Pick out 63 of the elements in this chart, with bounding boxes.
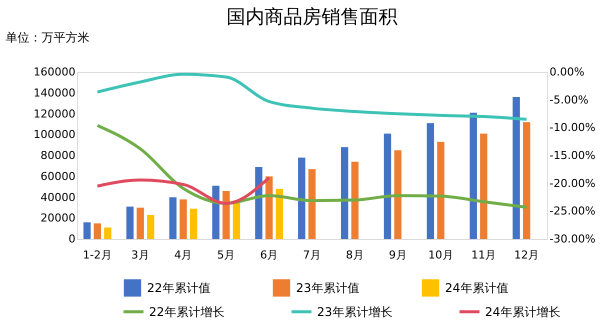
legend-label: 23年累计增长: [317, 304, 392, 319]
legend-label: 22年累计值: [147, 280, 210, 295]
y-tick-label: 20000: [40, 212, 76, 225]
legend-label: 24年累计值: [445, 280, 508, 295]
bar: [351, 162, 359, 239]
bar: [298, 158, 306, 239]
bar: [180, 199, 187, 239]
bar: [222, 190, 230, 239]
y2-tick-label: 0.00%: [550, 66, 584, 78]
bar: [522, 122, 530, 239]
x-tick-label: 12月: [514, 248, 540, 262]
chart-title: 国内商品房销售面积: [226, 6, 398, 28]
x-tick-label: 9月: [388, 248, 407, 262]
bar: [384, 134, 392, 239]
bar: [83, 222, 91, 239]
y2-tick-label: -10.00%: [550, 121, 596, 134]
bar: [480, 134, 488, 239]
bar: [147, 214, 154, 239]
bar: [340, 147, 348, 239]
x-tick-label: 8月: [346, 248, 364, 262]
y-tick-label: 120000: [34, 107, 76, 120]
bar: [104, 228, 112, 239]
bar: [255, 166, 262, 239]
legend-label: 22年累计增长: [149, 304, 224, 319]
bar: [470, 112, 477, 239]
bar: [169, 197, 177, 239]
line-series: [96, 72, 528, 121]
bar: [94, 223, 102, 239]
y-tick-label: 140000: [34, 86, 76, 100]
x-tick-label: 4月: [174, 248, 192, 262]
bar: [437, 142, 444, 239]
y-tick-label: 40000: [40, 190, 76, 204]
y2-tick-label: -15.00%: [550, 149, 596, 162]
bar: [276, 188, 284, 239]
x-tick-label: 6月: [260, 248, 278, 262]
bar: [212, 186, 220, 239]
x-tick-label: 1-2月: [82, 248, 112, 262]
x-tick-label: 10月: [428, 248, 454, 262]
x-tick-label: 11月: [471, 248, 496, 262]
y-tick-label: 60000: [40, 170, 76, 183]
y-tick-label: 160000: [34, 66, 76, 78]
bar: [190, 208, 198, 239]
line-series: [96, 176, 271, 205]
bar: [136, 208, 144, 239]
x-tick-label: 5月: [217, 248, 236, 262]
bar: [308, 169, 316, 239]
x-tick-label: 3月: [131, 248, 150, 262]
bar: [126, 206, 134, 239]
y2-tick-label: -30.00%: [550, 232, 596, 246]
legend-label: 24年累计增长: [485, 304, 560, 319]
y2-tick-label: -25.00%: [550, 204, 596, 218]
legend-label: 23年累计值: [296, 280, 360, 295]
y2-tick-label: -20.00%: [550, 176, 596, 190]
bar: [394, 150, 402, 239]
bar: [426, 123, 434, 239]
bar: [512, 97, 520, 239]
y-tick-label: 0: [68, 232, 76, 246]
y2-tick-label: -5.00%: [550, 93, 588, 106]
x-tick-label: 7月: [303, 248, 321, 262]
y-tick-label: 100000: [34, 128, 76, 142]
line-series: [96, 124, 528, 209]
y-axis-title: 单位：万平方米: [6, 30, 90, 44]
y-tick-label: 80000: [40, 149, 76, 162]
